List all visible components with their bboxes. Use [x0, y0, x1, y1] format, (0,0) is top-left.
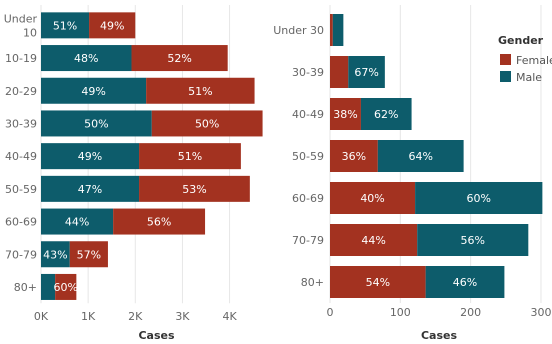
- bar-data-label: 49%: [100, 19, 124, 32]
- bar-data-label: 51%: [53, 19, 77, 32]
- bar-segment-male: [41, 77, 147, 104]
- category-label: 60-69: [292, 192, 324, 205]
- bar-segment-male: [41, 45, 132, 72]
- bar-segment-male: [41, 175, 140, 202]
- category-label: 40-49: [5, 150, 37, 163]
- legend-label-female: Female: [516, 54, 552, 67]
- legend-swatch-female: [500, 54, 511, 65]
- bar-segment-male: [332, 14, 344, 46]
- bar-segment-male: [41, 208, 114, 235]
- category-label: 30-39: [5, 117, 37, 130]
- bar-segment-female: [69, 241, 108, 268]
- bar-segment-male: [41, 241, 70, 268]
- bar-data-label: 51%: [188, 85, 212, 98]
- legend-title: Gender: [498, 34, 544, 47]
- bar-segment-female: [139, 143, 241, 170]
- bar-segment-female: [330, 56, 349, 88]
- bar-segment-female: [330, 98, 361, 130]
- bar-data-label: 49%: [78, 150, 102, 163]
- category-label: 30-39: [292, 66, 324, 79]
- bar-data-label: 57%: [77, 248, 101, 261]
- bar-segment-female: [330, 14, 333, 46]
- bar-segment-female: [330, 224, 418, 256]
- category-label: Under: [4, 12, 38, 25]
- category-label: 80+: [14, 281, 37, 294]
- bar-data-label: 50%: [84, 117, 108, 130]
- bar-data-label: 50%: [195, 117, 219, 130]
- bar-segment-male: [348, 56, 385, 88]
- category-label: 70-79: [5, 248, 37, 261]
- x-axis-title: Cases: [138, 329, 175, 342]
- bar-segment-female: [151, 110, 263, 137]
- bar-segment-female: [330, 182, 416, 214]
- category-label: 50-59: [292, 150, 324, 163]
- x-tick-label: 2K: [128, 310, 143, 323]
- bar-data-label: 64%: [408, 150, 432, 163]
- bar-data-label: 38%: [333, 108, 357, 121]
- category-label: 80+: [301, 276, 324, 289]
- category-label: 10: [23, 26, 37, 39]
- bar-segment-female: [330, 266, 426, 298]
- bar-data-label: 56%: [461, 234, 485, 247]
- bar-data-label: 51%: [178, 150, 202, 163]
- bar-data-label: 60%: [467, 192, 491, 205]
- bar-data-label: 60%: [54, 281, 78, 294]
- bar-segment-female: [89, 12, 136, 39]
- x-tick-label: 200: [460, 306, 481, 319]
- bar-segment-male: [415, 182, 543, 214]
- category-label: 40-49: [292, 108, 324, 121]
- bar-data-label: 40%: [360, 192, 384, 205]
- category-label: 50-59: [5, 183, 37, 196]
- bar-segment-female: [330, 140, 378, 172]
- bar-data-label: 54%: [366, 276, 390, 289]
- x-tick-label: 3K: [175, 310, 190, 323]
- bar-data-label: 52%: [167, 52, 191, 65]
- bar-data-label: 48%: [74, 52, 98, 65]
- bar-segment-male: [41, 12, 90, 39]
- bar-data-label: 53%: [182, 183, 206, 196]
- bar-data-label: 44%: [65, 216, 89, 229]
- bar-segment-female: [139, 175, 250, 202]
- bar-segment-male: [41, 110, 152, 137]
- bar-data-label: 46%: [453, 276, 477, 289]
- x-tick-label: 1K: [81, 310, 96, 323]
- bar-data-label: 62%: [374, 108, 398, 121]
- category-label: Under 30: [273, 24, 324, 37]
- category-label: 70-79: [292, 234, 324, 247]
- bar-segment-female: [131, 45, 228, 72]
- x-tick-label: 0: [327, 306, 334, 319]
- bar-segment-female: [55, 273, 77, 300]
- bar-segment-male: [377, 140, 464, 172]
- bar-data-label: 56%: [147, 216, 171, 229]
- bar-data-label: 47%: [78, 183, 102, 196]
- category-label: 10-19: [5, 52, 37, 65]
- x-tick-label: 4K: [222, 310, 237, 323]
- bar-data-label: 49%: [81, 85, 105, 98]
- legend-label-male: Male: [516, 71, 542, 84]
- bar-data-label: 36%: [342, 150, 366, 163]
- bar-segment-male: [41, 143, 140, 170]
- bar-segment-female: [113, 208, 206, 235]
- x-axis-title: Cases: [421, 329, 458, 342]
- category-label: 20-29: [5, 85, 37, 98]
- bar-segment-male: [417, 224, 529, 256]
- category-label: 60-69: [5, 216, 37, 229]
- bar-data-label: 43%: [43, 248, 67, 261]
- x-tick-label: 300: [530, 306, 551, 319]
- bar-segment-female: [146, 77, 255, 104]
- bar-segment-male: [425, 266, 505, 298]
- x-tick-label: 100: [390, 306, 411, 319]
- x-tick-label: 0K: [34, 310, 49, 323]
- legend-swatch-male: [500, 71, 511, 82]
- bar-segment-male: [41, 273, 56, 300]
- bar-data-label: 67%: [354, 66, 378, 79]
- bar-data-label: 44%: [361, 234, 385, 247]
- bar-segment-male: [360, 98, 412, 130]
